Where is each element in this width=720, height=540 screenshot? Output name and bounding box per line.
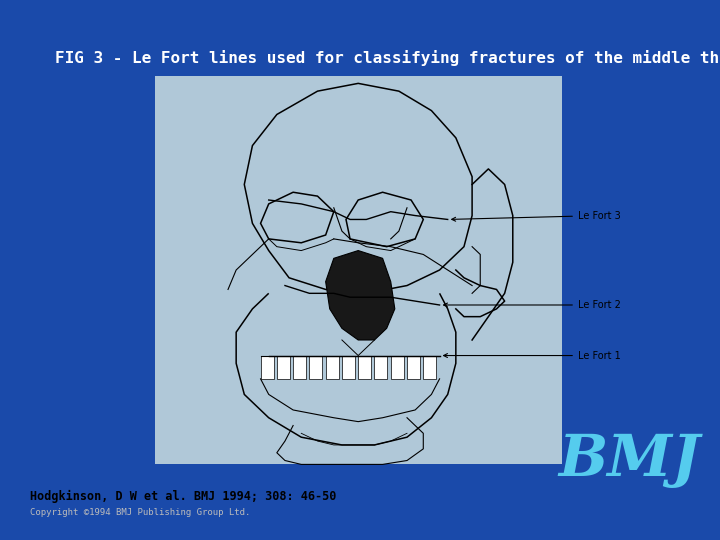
Polygon shape	[423, 355, 436, 379]
Text: Hodgkinson, D W et al. BMJ 1994; 308: 46-50: Hodgkinson, D W et al. BMJ 1994; 308: 46…	[30, 490, 336, 503]
Polygon shape	[261, 355, 274, 379]
Polygon shape	[310, 355, 323, 379]
Polygon shape	[407, 355, 420, 379]
Polygon shape	[325, 251, 395, 340]
Polygon shape	[342, 355, 355, 379]
Text: Copyright ©1994 BMJ Publishing Group Ltd.: Copyright ©1994 BMJ Publishing Group Ltd…	[30, 508, 251, 517]
Polygon shape	[391, 355, 404, 379]
Polygon shape	[276, 355, 290, 379]
Bar	[155, 76, 562, 464]
Polygon shape	[359, 355, 372, 379]
Text: Le Fort 3: Le Fort 3	[451, 211, 621, 221]
Text: FIG 3 - Le Fort lines used for classifying fractures of the middle third of the : FIG 3 - Le Fort lines used for classifyi…	[55, 50, 720, 66]
Polygon shape	[325, 355, 338, 379]
Text: Le Fort 2: Le Fort 2	[444, 300, 621, 310]
Text: Le Fort 1: Le Fort 1	[444, 350, 621, 361]
Polygon shape	[293, 355, 306, 379]
Polygon shape	[374, 355, 387, 379]
Text: BMJ: BMJ	[559, 431, 700, 488]
